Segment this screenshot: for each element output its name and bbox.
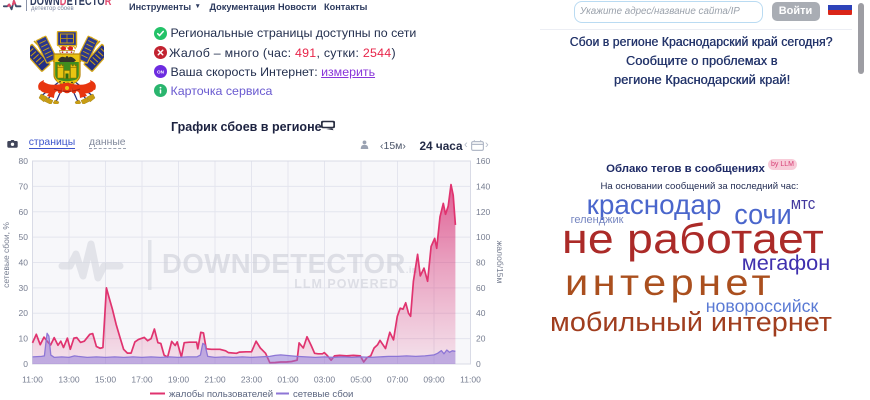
- svg-text:120: 120: [476, 207, 490, 217]
- svg-text:сетевые сбои: сетевые сбои: [293, 389, 353, 400]
- svg-text:20: 20: [476, 334, 486, 344]
- svg-text:21:00: 21:00: [204, 375, 226, 385]
- svg-text:23:00: 23:00: [241, 375, 263, 385]
- svg-text:09:00: 09:00: [423, 375, 445, 385]
- svg-text:05:00: 05:00: [350, 375, 372, 385]
- svg-text:17:00: 17:00: [131, 375, 153, 385]
- svg-text:03:00: 03:00: [314, 375, 336, 385]
- svg-text:11:00: 11:00: [22, 375, 43, 385]
- svg-text:15:00: 15:00: [95, 375, 117, 385]
- svg-text:70: 70: [19, 181, 29, 191]
- svg-text:11:00: 11:00: [460, 375, 481, 385]
- svg-text:20: 20: [19, 308, 29, 318]
- svg-text:80: 80: [476, 258, 486, 268]
- svg-text:сетевые сбои, %: сетевые сбои, %: [1, 222, 11, 288]
- svg-text:40: 40: [476, 308, 486, 318]
- svg-text:100: 100: [476, 232, 490, 242]
- svg-text:60: 60: [19, 207, 29, 217]
- svg-text:50: 50: [19, 232, 29, 242]
- svg-text:13:00: 13:00: [58, 375, 80, 385]
- svg-text:07:00: 07:00: [387, 375, 409, 385]
- svg-text:80: 80: [19, 156, 29, 166]
- svg-text:жалобы пользователей: жалобы пользователей: [169, 389, 273, 400]
- svg-text:19:00: 19:00: [168, 375, 190, 385]
- svg-text:60: 60: [476, 283, 486, 293]
- svg-text:жалоб/15м: жалоб/15м: [495, 241, 505, 284]
- svg-text:0: 0: [23, 359, 28, 369]
- svg-text:DOWNDETECTOR.in: DOWNDETECTOR.in: [162, 248, 418, 279]
- svg-text:01:00: 01:00: [277, 375, 299, 385]
- svg-text:ON: ON: [157, 70, 165, 75]
- svg-text:10: 10: [19, 334, 29, 344]
- svg-text:160: 160: [476, 156, 490, 166]
- svg-text:40: 40: [19, 258, 29, 268]
- svg-text:0: 0: [476, 359, 481, 369]
- svg-text:140: 140: [476, 181, 490, 191]
- svg-text:LLM POWERED: LLM POWERED: [294, 277, 399, 291]
- svg-text:30: 30: [19, 283, 29, 293]
